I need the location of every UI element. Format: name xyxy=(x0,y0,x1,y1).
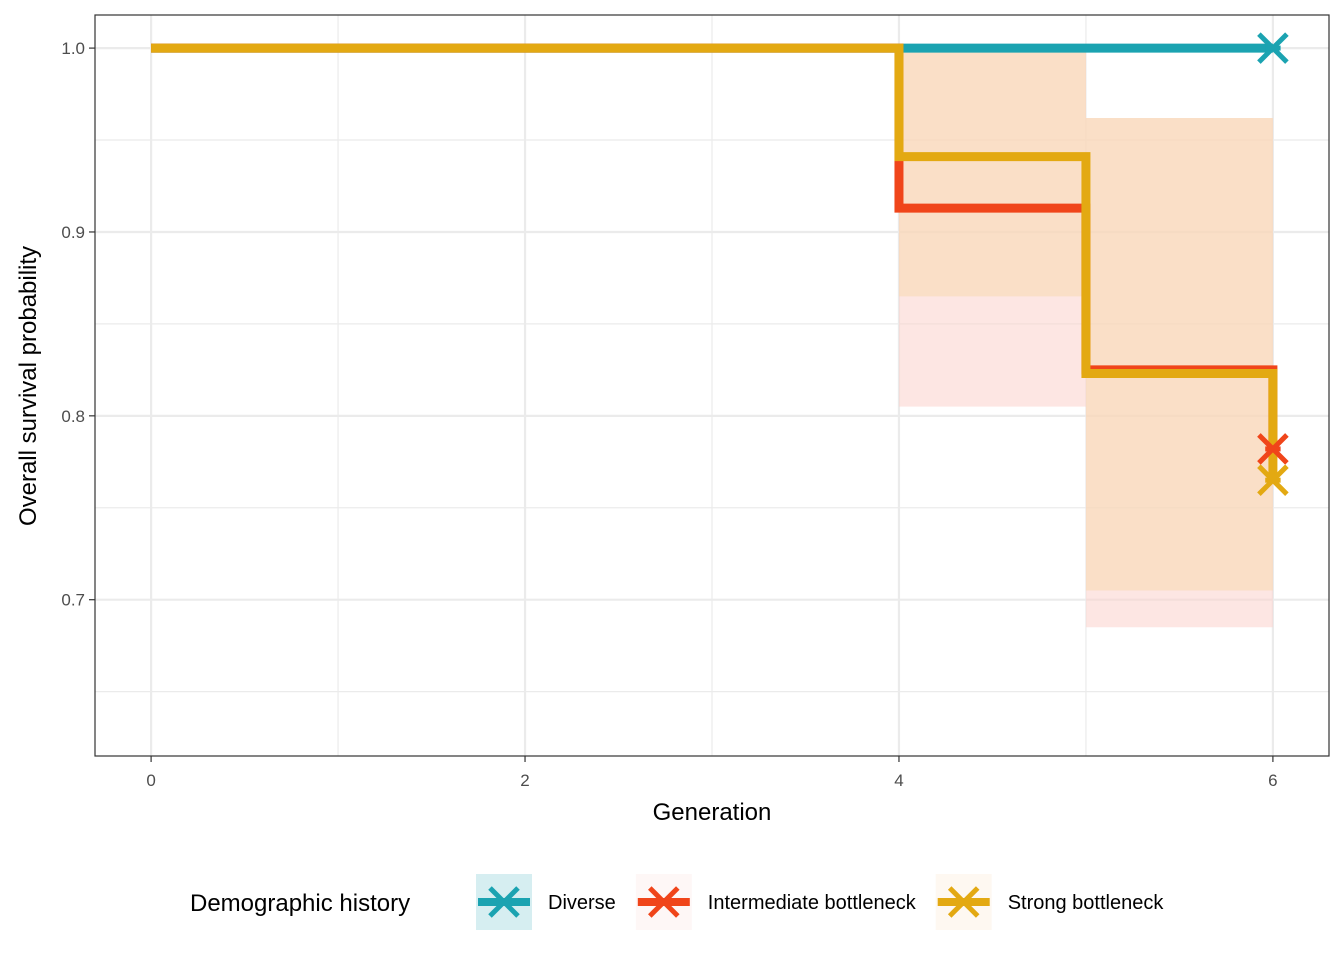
confidence-band-strong-bottleneck xyxy=(151,48,1273,591)
legend-key-marker xyxy=(947,886,980,918)
x-axis-title: Generation xyxy=(653,799,772,826)
legend: Demographic history Diverse Intermediate … xyxy=(190,874,1164,930)
y-axis-title: Overall survival probability xyxy=(15,246,42,526)
censor-mark-intermediate-bottleneck xyxy=(1257,433,1289,465)
x-tick-label: 6 xyxy=(1268,771,1277,790)
legend-item-intermediate-bottleneck: Intermediate bottleneck xyxy=(635,874,917,930)
legend-item-diverse: Diverse xyxy=(476,874,616,930)
legend-label: Diverse xyxy=(548,892,616,914)
legend-label: Strong bottleneck xyxy=(1008,892,1165,914)
x-tick-label: 4 xyxy=(894,771,903,790)
y-tick-label: 0.9 xyxy=(61,223,85,242)
y-tick-label: 1.0 xyxy=(61,39,85,58)
censor-mark-diverse xyxy=(1257,32,1289,64)
legend-key-marker xyxy=(648,886,680,918)
survival-curves xyxy=(151,43,1278,481)
censor-markers xyxy=(1257,32,1289,496)
x-tick-label: 0 xyxy=(146,771,155,790)
y-tick-label: 0.7 xyxy=(61,591,85,610)
confidence-bands xyxy=(151,48,1273,628)
legend-item-strong-bottleneck: Strong bottleneck xyxy=(935,874,1165,930)
y-tick-label: 0.8 xyxy=(61,407,85,426)
x-tick-label: 2 xyxy=(520,771,529,790)
y-axis-ticks: 0.7 0.8 0.9 1.0 xyxy=(61,39,95,610)
legend-label: Intermediate bottleneck xyxy=(708,892,917,914)
legend-title: Demographic history xyxy=(190,890,410,917)
legend-key-marker xyxy=(488,886,520,918)
survival-line-strong-bottleneck xyxy=(151,43,1278,481)
censor-mark-strong-bottleneck xyxy=(1257,464,1289,496)
panel-border xyxy=(94,14,1330,757)
x-axis-ticks: 0 2 4 6 xyxy=(146,756,1278,790)
